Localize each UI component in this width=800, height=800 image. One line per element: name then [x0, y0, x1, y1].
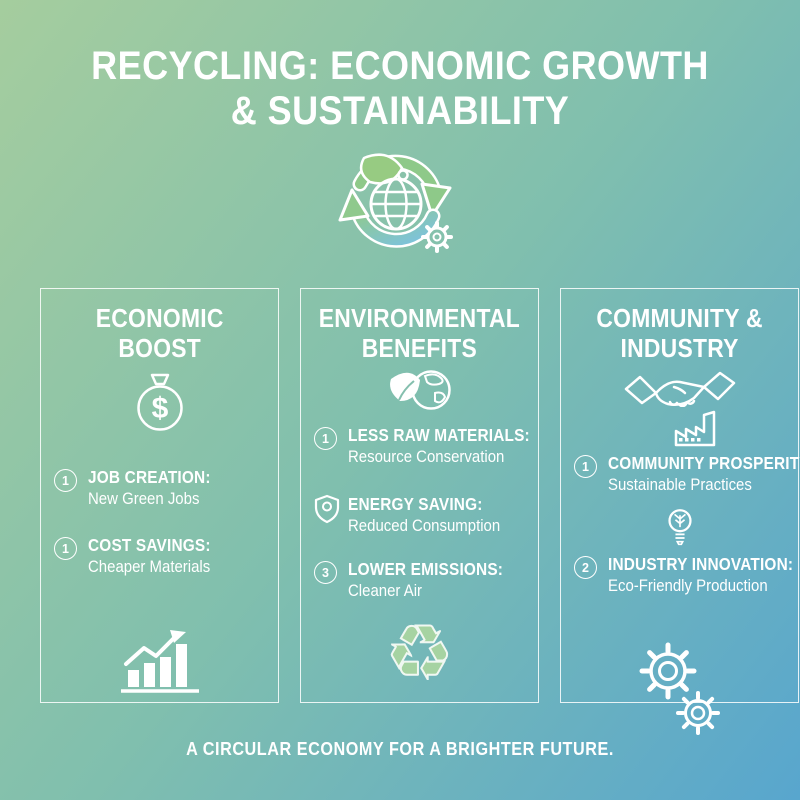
page-title: RECYCLING: ECONOMIC GROWTH & SUSTAINABIL…	[40, 44, 760, 134]
item-number-badge: 1	[54, 469, 77, 492]
item-label: COMMUNITY PROSPERITY:	[608, 453, 800, 473]
card-title-line1: COMMUNITY &	[596, 303, 763, 333]
item-number-badge: 2	[574, 556, 597, 580]
card-title-line1: ECONOMIC	[95, 303, 224, 333]
lightbulb-sprout-icon	[663, 508, 697, 548]
page-title-line1: RECYCLING: ECONOMIC GROWTH	[91, 44, 709, 88]
list-item: 2 INDUSTRY INNOVATION: Eco-Friendly Prod…	[561, 554, 798, 597]
dollar-sign: $	[151, 392, 168, 425]
item-label: COST SAVINGS:	[88, 535, 211, 556]
card-title: ENVIRONMENTAL BENEFITS	[319, 303, 520, 363]
item-number-badge: 3	[314, 561, 337, 585]
item-number-badge: 1	[54, 537, 77, 561]
item-sublabel: Reduced Consumption	[348, 516, 501, 536]
gears-icon	[634, 637, 726, 737]
list-item: 1 LESS RAW MATERIALS: Resource Conservat…	[301, 425, 538, 468]
list-item: ENERGY SAVING: Reduced Consumption	[301, 494, 538, 537]
card-title: ECONOMIC BOOST	[96, 303, 224, 363]
card-title-line1: ENVIRONMENTAL	[318, 303, 521, 333]
money-bag-icon: $	[132, 371, 188, 433]
item-sublabel: New Green Jobs	[88, 489, 200, 508]
list-item: 3 LOWER EMISSIONS: Cleaner Air	[301, 559, 538, 602]
item-number-badge: 1	[314, 427, 337, 450]
item-sublabel: Sustainable Practices	[608, 475, 752, 494]
shield-icon	[314, 494, 340, 524]
item-sublabel: Eco-Friendly Production	[608, 576, 768, 596]
item-label: LOWER EMISSIONS:	[348, 559, 504, 580]
list-item: 1 COST SAVINGS: Cheaper Materials	[41, 535, 278, 578]
item-label: JOB CREATION:	[88, 467, 211, 487]
handshake-icon	[624, 367, 736, 407]
factory-icon	[670, 407, 722, 447]
list-item: 1 JOB CREATION: New Green Jobs	[41, 467, 278, 510]
growth-bar-chart-icon	[118, 624, 202, 694]
cards-row: ECONOMIC BOOST $ 1 JOB CREATION: New Gre…	[40, 288, 800, 736]
list-item: 1 COMMUNITY PROSPERITY: Sustainable Prac…	[561, 453, 800, 496]
recycle-globe-leaf-gear-icon	[336, 148, 464, 266]
card-title-line2: INDUSTRY	[620, 333, 739, 364]
card-community-industry: COMMUNITY & INDUSTRY	[560, 288, 800, 736]
card-title-line2: BOOST	[118, 333, 201, 364]
card-title: COMMUNITY & INDUSTRY	[596, 303, 762, 363]
recycle-icon: ♻	[384, 611, 454, 697]
item-label: ENERGY SAVING:	[348, 494, 483, 515]
item-label: INDUSTRY INNOVATION:	[608, 554, 794, 575]
card-economic-boost: ECONOMIC BOOST $ 1 JOB CREATION: New Gre…	[40, 288, 279, 703]
page-title-line2: & SUSTAINABILITY	[230, 88, 570, 133]
item-number-badge: 1	[574, 455, 597, 478]
card-environmental-benefits: ENVIRONMENTAL BENEFITS 1 LESS RAW MATERI…	[300, 288, 539, 703]
leaf-globe-icon	[387, 365, 453, 413]
tagline: A CIRCULAR ECONOMY FOR A BRIGHTER FUTURE…	[186, 739, 614, 759]
item-sublabel: Cleaner Air	[348, 581, 423, 601]
card-title-line2: BENEFITS	[361, 333, 478, 364]
item-sublabel: Resource Conservation	[348, 447, 505, 466]
item-sublabel: Cheaper Materials	[88, 557, 211, 577]
item-label: LESS RAW MATERIALS:	[348, 425, 530, 445]
